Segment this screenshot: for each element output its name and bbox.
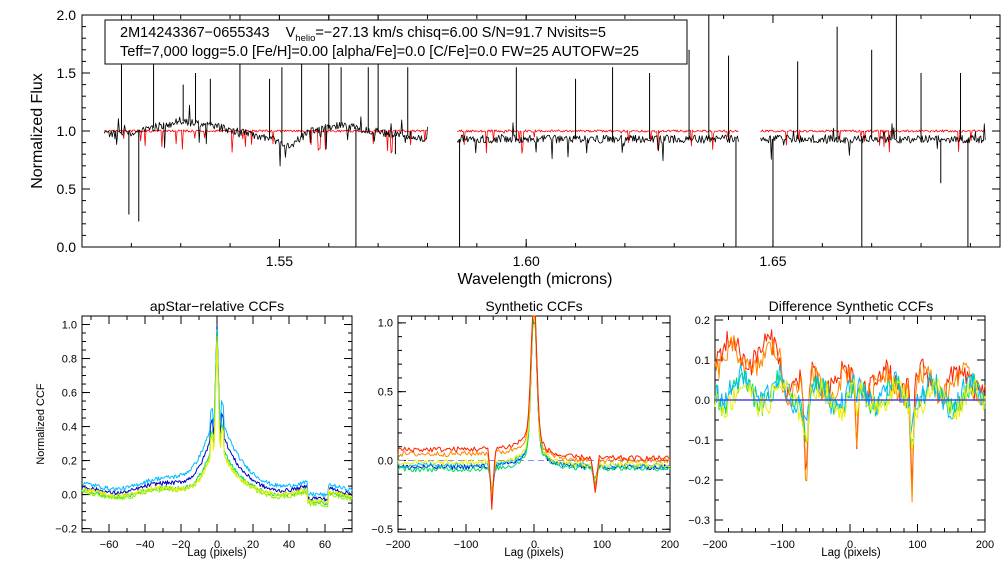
synthetic-ccf-ticks: −200 −100 0 100 200 −0.5 0.0 0.5 1.0 [371,316,679,551]
annotation-v: V [286,25,296,41]
x-tick-label: −40 [136,539,155,551]
y-tick-label: −0.5 [371,524,393,536]
x-tick-label: 40 [283,539,295,551]
x-tick-label: 200 [661,539,679,551]
synthetic-ccf-title: Synthetic CCFs [485,298,582,314]
x-tick-label: 20 [247,539,259,551]
x-tick-label: −200 [703,539,728,551]
observed-spectrum-chip [760,123,986,160]
x-tick-label: −60 [100,539,119,551]
y-tick-label: −0.2 [55,523,77,535]
spectrum-ylabel: Normalized Flux [29,73,46,189]
difference-ccf-series [714,329,986,503]
x-tick-label: −20 [172,539,191,551]
y-tick-label: −0.1 [688,435,710,447]
annotation-line1: 2M14243367−0655343 Vhelio=−27.13 km/s ch… [120,25,606,44]
diff-ccf-line [714,329,986,489]
annotation-v-sub: helio [295,33,315,44]
y-tick-label: 1.5 [57,65,77,81]
annotation-object: 2M14243367−0655343 [120,25,270,41]
y-tick-label: 2.0 [57,7,77,23]
spectrum-annotation-box: 2M14243367−0655343 Vhelio=−27.13 km/s ch… [104,19,688,65]
ccf-line [397,315,671,510]
x-tick-label: 1.60 [513,253,540,269]
y-tick-label: 0.2 [695,315,710,327]
apstar-ccf-xlabel: Lag (pixels) [187,547,247,559]
ccf-line [81,341,353,504]
observed-spectrum-chip [456,122,739,162]
y-tick-label: 1.0 [57,123,77,139]
x-tick-label: −100 [770,539,795,551]
diff-ccf-line [714,376,986,451]
y-tick-label: 0.2 [62,455,77,467]
y-tick-label: 1.0 [378,318,393,330]
y-tick-label: 0.8 [62,353,77,365]
x-tick-label: 200 [976,539,994,551]
x-tick-label: 60 [319,539,331,551]
spectrum-ticks: 1.55 1.60 1.65 0.0 0.5 1.0 1.5 2.0 [57,7,1000,269]
synthetic-spectrum-chip [104,129,428,154]
y-tick-label: 0.0 [62,489,77,501]
difference-ccf-title: Difference Synthetic CCFs [769,298,934,314]
spectrum-panel: 1.55 1.60 1.65 0.0 0.5 1.0 1.5 2.0 Normalized F… [29,7,1001,288]
x-tick-label: 0 [847,539,853,551]
synthetic-ccf-xlabel: Lag (pixels) [504,547,564,559]
y-tick-label: 0.1 [695,355,710,367]
difference-ccf-ticks: −200 −100 0 100 200 −0.3 −0.2 −0.1 0.0 0.1 0.2 [688,315,994,551]
y-tick-label: 0.0 [378,455,393,467]
x-tick-label: 100 [908,539,926,551]
y-tick-label: −0.2 [688,475,710,487]
x-tick-label: −200 [386,539,411,551]
x-tick-label: 1.55 [266,253,293,269]
y-tick-label: 1.0 [62,319,77,331]
observed-spectrum-line [103,15,986,247]
apstar-ccf-ticks: −60 −40 −20 0 20 40 60 −0.2 0.0 0.2 0.4 0.6 0.8 1.0 [55,316,352,551]
x-tick-label: 0 [531,539,537,551]
ccf-line [397,315,671,498]
synthetic-spectrum-chip [457,129,739,154]
x-tick-label: 0 [214,539,220,551]
annotation-line1-rest: =−27.13 km/s chisq=6.00 S/N=91.7 Nvisits… [315,25,606,41]
annotation-box [104,19,688,65]
ccf-line [397,315,671,505]
ccf-line [81,335,353,508]
difference-ccf-xlabel: Lag (pixels) [821,547,881,559]
synthetic-ccf-panel: Synthetic CCFs −200 −100 0 100 200 −0.5 0.0 0.5… [371,298,679,559]
annotation-line2: Teff=7,000 logg=5.0 [Fe/H]=0.00 [alpha/F… [120,44,639,60]
y-tick-label: 0.5 [57,181,77,197]
diff-ccf-line [714,336,986,503]
difference-ccf-frame [714,315,986,533]
apstar-ccf-title: apStar−relative CCFs [150,298,284,314]
synthetic-ccf-series [397,315,671,510]
y-tick-label: 0.0 [695,395,710,407]
x-tick-label: 100 [593,539,611,551]
y-tick-label: 0.6 [62,387,77,399]
x-tick-label: −100 [454,539,479,551]
apstar-ccf-ylabel: Normalized CCF [35,383,47,465]
observed-spectrum-chip [103,104,428,167]
x-tick-label: 1.65 [759,253,786,269]
y-tick-label: 0.5 [378,387,393,399]
difference-ccf-panel: Difference Synthetic CCFs −200 −100 0 100 20… [688,298,994,559]
synthetic-ccf-frame [397,315,671,533]
y-tick-label: 0.0 [57,239,77,255]
apstar-ccf-panel: apStar−relative CCFs −60 −40 −20 0 20 40 60 −0.… [35,298,353,559]
y-tick-label: −0.3 [688,515,710,527]
y-tick-label: 0.4 [62,421,77,433]
spectrum-xlabel: Wavelength (microns) [457,271,612,288]
apstar-ccf-series [81,324,353,508]
